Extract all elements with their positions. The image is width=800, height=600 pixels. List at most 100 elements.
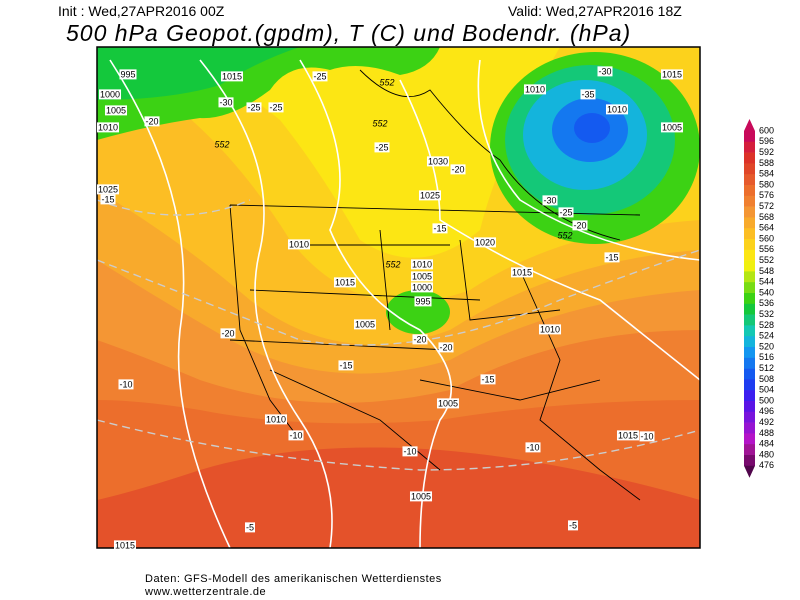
colorbar-segment	[744, 433, 755, 445]
colorbar-label: 584	[759, 169, 774, 179]
colorbar-label: 488	[759, 428, 774, 438]
temperature-label-group: -5	[244, 522, 256, 533]
label-background	[414, 296, 432, 307]
geopotential-label-group: 552	[557, 230, 572, 240]
colorbar-label: 536	[759, 298, 774, 308]
pressure-label: 1005	[411, 491, 431, 501]
colorbar-label: 576	[759, 190, 774, 200]
temperature-label-group: -30	[597, 66, 613, 77]
pressure-label-group: 1010	[96, 122, 120, 133]
label-background	[353, 319, 377, 330]
pressure-label: 1020	[475, 237, 495, 247]
colorbar-label: 552	[759, 255, 774, 265]
pressure-label: 1010	[607, 104, 627, 114]
pressure-label-group: 1025	[418, 190, 442, 201]
label-background	[480, 374, 496, 385]
pressure-label: 1030	[428, 156, 448, 166]
label-background	[410, 271, 434, 282]
pressure-label-group: 1005	[436, 398, 460, 409]
temperature-label: -35	[581, 89, 594, 99]
colorbar-label: 600	[759, 125, 774, 135]
colorbar-label: 540	[759, 287, 774, 297]
label-background	[418, 190, 442, 201]
temperature-label-group: -10	[402, 446, 418, 457]
pressure-label: 1015	[618, 430, 638, 440]
label-background	[410, 282, 434, 293]
temperature-label-group: -15	[604, 252, 620, 263]
colorbar-segment	[744, 195, 755, 207]
geopotential-label-group: 552	[379, 77, 394, 87]
pressure-label-group: 995	[414, 296, 432, 307]
colorbar-segment	[744, 271, 755, 283]
pressure-label-group: 1005	[409, 491, 433, 502]
temperature-label-group: -25	[268, 102, 284, 113]
colorbar-segment	[744, 249, 755, 261]
temperature-label-group: -15	[338, 360, 354, 371]
pressure-label-group: 1010	[264, 414, 288, 425]
temperature-label: -15	[481, 374, 494, 384]
colorbar-label: 548	[759, 266, 774, 276]
geopotential-label: 552	[379, 77, 394, 87]
label-background	[244, 522, 256, 533]
pressure-label: 1025	[420, 190, 440, 200]
pressure-label: 1000	[100, 89, 120, 99]
temperature-label-group: -10	[288, 430, 304, 441]
pressure-label: 1015	[222, 71, 242, 81]
label-background	[525, 442, 541, 453]
label-background	[410, 259, 434, 270]
label-background	[220, 328, 236, 339]
pressure-label-group: 1015	[220, 71, 244, 82]
map-labels: 995 1015 1000 1005 1010 1010 1010 1015 1005 1030 1…	[96, 66, 684, 551]
label-background	[264, 414, 288, 425]
label-background	[558, 207, 574, 218]
pressure-label-group: 1010	[605, 104, 629, 115]
colorbar-segment	[744, 422, 755, 434]
label-background	[450, 164, 466, 175]
pressure-label: 1015	[115, 540, 135, 550]
colorbar-segment	[744, 455, 755, 467]
geopotential-label-group: 552	[214, 139, 229, 149]
label-background	[218, 97, 234, 108]
temperature-label-group: -25	[558, 207, 574, 218]
label-background	[312, 71, 328, 82]
colorbar-segment	[744, 163, 755, 175]
geopotential-label: 552	[372, 118, 387, 128]
colorbar-label: 508	[759, 374, 774, 384]
colorbar-segment	[744, 185, 755, 197]
label-background	[432, 223, 448, 234]
label-background	[616, 430, 640, 441]
label-background	[402, 446, 418, 457]
label-background	[660, 122, 684, 133]
geopotential-label-group: 552	[372, 118, 387, 128]
colorbar-label: 492	[759, 417, 774, 427]
temperature-label-group: -5	[567, 520, 579, 531]
label-background	[660, 69, 684, 80]
pressure-label: 1010	[525, 84, 545, 94]
colorbar-label: 564	[759, 223, 774, 233]
colorbar-segment	[744, 141, 755, 153]
colorbar-label: 500	[759, 395, 774, 405]
temperature-label: -20	[439, 342, 452, 352]
temperature-label-group: -20	[412, 334, 428, 345]
pressure-label-group: 1015	[616, 430, 640, 441]
colorbar-label: 524	[759, 331, 774, 341]
temperature-label: -25	[269, 102, 282, 112]
label-background	[542, 195, 558, 206]
label-background	[473, 237, 497, 248]
geopotential-label-group: 552	[385, 259, 400, 269]
label-background	[100, 194, 116, 205]
pressure-label-group: 1005	[410, 271, 434, 282]
colorbar-segment	[744, 336, 755, 348]
pressure-label-group: 1025	[96, 184, 120, 195]
colorbar-label: 580	[759, 179, 774, 189]
label-background	[220, 71, 244, 82]
label-background	[572, 220, 588, 231]
pressure-label: 1015	[662, 69, 682, 79]
colorbar-segment	[744, 282, 755, 294]
temperature-label-group: -25	[374, 142, 390, 153]
temperature-label-group: -20	[220, 328, 236, 339]
footer-source: Daten: GFS-Modell des amerikanischen Wet…	[145, 573, 442, 585]
pressure-label-group: 1005	[104, 105, 128, 116]
label-background	[374, 142, 390, 153]
